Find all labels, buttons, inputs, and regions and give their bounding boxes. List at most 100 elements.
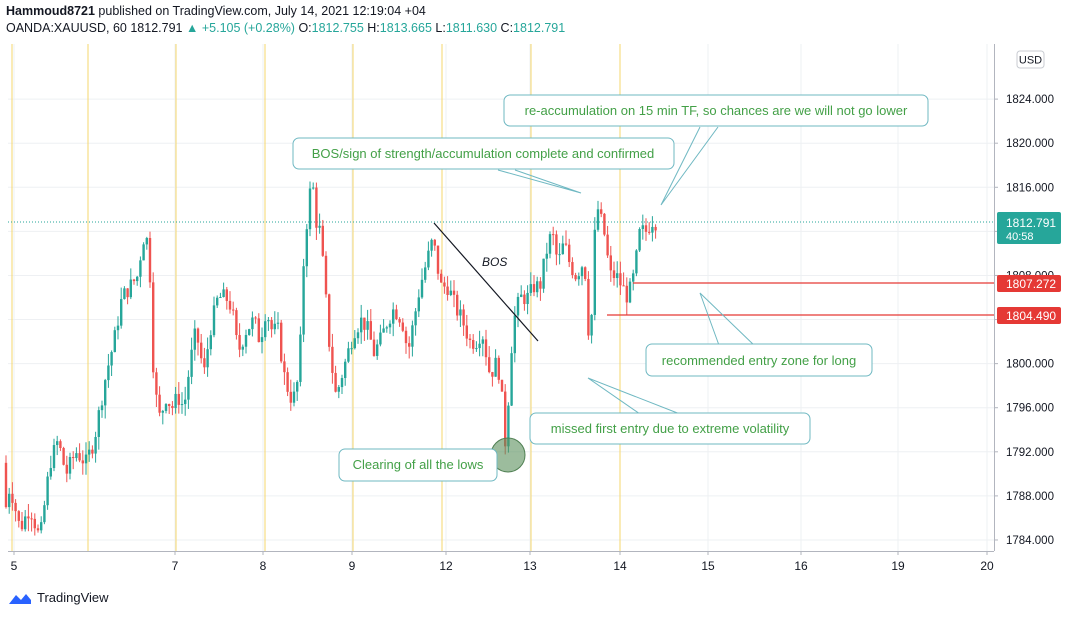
candle-body bbox=[241, 346, 244, 350]
candle-body bbox=[145, 238, 148, 245]
currency-badge[interactable]: USD bbox=[1016, 50, 1045, 69]
candle-body bbox=[43, 505, 46, 523]
candle-body bbox=[4, 462, 8, 508]
candle-body bbox=[609, 255, 612, 271]
callout-bos[interactable]: BOS/sign of strength/accumulation comple… bbox=[292, 137, 675, 170]
bos-label: BOS bbox=[482, 255, 507, 269]
callout-clearing[interactable]: Clearing of all the lows bbox=[338, 448, 498, 482]
candle-body bbox=[424, 267, 427, 280]
x-tick-label: 7 bbox=[172, 559, 179, 573]
candle-body bbox=[408, 343, 411, 347]
candle-body bbox=[193, 328, 196, 350]
x-tick-label: 12 bbox=[439, 559, 453, 573]
bos-trendline bbox=[433, 222, 539, 342]
candle-body bbox=[606, 234, 609, 256]
candle-body bbox=[638, 229, 641, 251]
y-tick-label: 1784.000 bbox=[1006, 535, 1054, 547]
candle-body bbox=[488, 357, 491, 373]
candle-body bbox=[587, 278, 590, 336]
x-axis[interactable]: 5 7 8 9 12 13 14 15 16 19 20 bbox=[11, 551, 994, 573]
candle-body bbox=[27, 516, 30, 519]
candle-body bbox=[33, 518, 36, 529]
candle-body bbox=[545, 253, 548, 259]
candle-body bbox=[273, 323, 276, 330]
countdown-timer: 40:58 bbox=[1006, 231, 1034, 243]
candle-body bbox=[132, 279, 136, 282]
candle-body bbox=[558, 254, 561, 256]
callout-reaccumulation[interactable]: re-accumulation on 15 min TF, so chances… bbox=[503, 94, 929, 127]
last-price: 1812.791 bbox=[130, 21, 183, 35]
candle-body bbox=[187, 376, 190, 400]
candle-body bbox=[331, 346, 334, 373]
publish-text: published on TradingView.com, July 14, 2… bbox=[98, 4, 426, 18]
tradingview-brand[interactable]: TradingView bbox=[8, 590, 109, 605]
callout-entry-zone[interactable]: recommended entry zone for long bbox=[645, 343, 873, 377]
callout-clearing-text: Clearing of all the lows bbox=[353, 457, 484, 472]
candle-body bbox=[225, 289, 228, 301]
candle-body bbox=[372, 339, 376, 356]
candle-body bbox=[206, 349, 209, 368]
close-label: C: bbox=[500, 21, 514, 35]
candle-body bbox=[270, 320, 273, 330]
high-value: 1813.665 bbox=[379, 21, 432, 35]
candle-body bbox=[529, 284, 532, 293]
candle-body bbox=[532, 284, 536, 293]
candle-body bbox=[516, 296, 520, 316]
candle-body bbox=[209, 335, 212, 350]
candle-body bbox=[318, 225, 321, 228]
candle-body bbox=[216, 297, 219, 306]
candle-body bbox=[289, 391, 292, 403]
candle-body bbox=[142, 244, 145, 261]
candle-body bbox=[308, 188, 312, 230]
candle-body bbox=[100, 405, 104, 411]
candle-body bbox=[388, 323, 392, 328]
candle-body bbox=[36, 528, 40, 531]
y-tick-label: 1788.000 bbox=[1006, 491, 1054, 503]
candle-body bbox=[302, 266, 305, 335]
candle-body bbox=[65, 464, 68, 474]
candle-body bbox=[152, 282, 155, 373]
candle-body bbox=[200, 342, 203, 359]
candle-body bbox=[126, 288, 129, 298]
candle-body bbox=[283, 361, 286, 373]
candles bbox=[4, 181, 657, 536]
price-change: +5.105 (+0.28%) bbox=[201, 21, 295, 35]
y-tick-label: 1820.000 bbox=[1006, 138, 1054, 150]
candle-body bbox=[356, 332, 360, 339]
candle-body bbox=[641, 225, 644, 230]
candle-body bbox=[401, 322, 404, 331]
candle-body bbox=[404, 330, 408, 344]
candle-body bbox=[510, 353, 513, 406]
candle-body bbox=[430, 239, 433, 251]
candle-body bbox=[625, 285, 628, 303]
open-value: 1812.755 bbox=[311, 21, 364, 35]
candle-body bbox=[552, 234, 555, 236]
callout-entry-zone-text: recommended entry zone for long bbox=[662, 353, 856, 368]
candle-body bbox=[360, 317, 363, 333]
candle-body bbox=[299, 334, 302, 382]
candle-body bbox=[232, 309, 235, 311]
current-price-label: 1812.791 40:58 bbox=[997, 212, 1061, 244]
candle-body bbox=[184, 399, 187, 405]
candle-body bbox=[136, 276, 139, 282]
candle-body bbox=[107, 365, 110, 381]
symbol-info: OANDA:XAUUSD, 60 1812.791 ▲ +5.105 (+0.2… bbox=[6, 21, 565, 35]
candle-body bbox=[113, 330, 116, 353]
candle-body bbox=[622, 285, 625, 287]
candle-body bbox=[616, 273, 619, 279]
candle-body bbox=[292, 391, 296, 403]
candle-body bbox=[40, 522, 43, 531]
callout-missed-entry[interactable]: missed first entry due to extreme volati… bbox=[529, 412, 811, 445]
candle-body bbox=[219, 297, 222, 299]
candle-body bbox=[600, 209, 603, 214]
candle-body bbox=[120, 299, 123, 326]
candle-body bbox=[180, 404, 184, 406]
candle-body bbox=[507, 405, 510, 447]
author[interactable]: Hammoud8721 bbox=[6, 4, 95, 18]
callout-reaccumulation-text: re-accumulation on 15 min TF, so chances… bbox=[525, 103, 908, 118]
candle-body bbox=[379, 332, 382, 345]
candle-body bbox=[580, 267, 584, 277]
candle-body bbox=[62, 448, 65, 465]
candle-body bbox=[315, 187, 318, 228]
